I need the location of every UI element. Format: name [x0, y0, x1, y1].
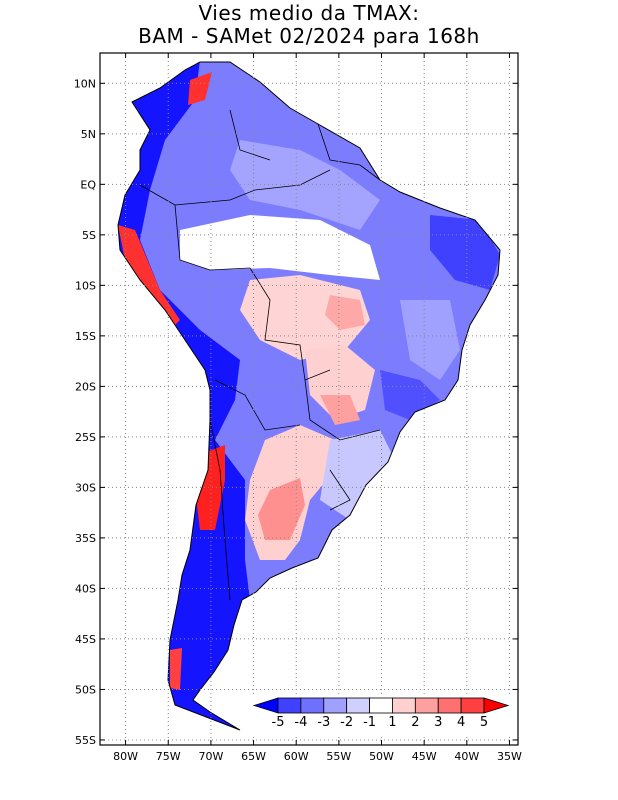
- lat-tick-label: EQ: [80, 178, 96, 191]
- colorbar-label: 3: [434, 715, 442, 730]
- colorbar-bin: [277, 697, 302, 714]
- lat-tick-label: 45S: [75, 633, 96, 646]
- colorbar-label: -1: [363, 715, 376, 730]
- axis-ticks: 10N 5N EQ 5S 10S 15S 20S 25S 30S 35S 40S 45S 50S 55S 8…: [74, 53, 522, 763]
- northeast-cold-zone: [430, 215, 500, 290]
- lon-tick-label: 50W: [369, 750, 394, 763]
- colorbar-bin: [323, 697, 348, 714]
- colorbar-bin: [369, 697, 393, 714]
- colorbar-bin: [460, 697, 485, 714]
- border-chile-argentina-north: [214, 379, 301, 431]
- patagonia-warm-spot: [170, 648, 182, 690]
- lon-tick-label: 80W: [113, 750, 138, 763]
- colorbar-label: -3: [317, 715, 330, 730]
- colorbar-bin: [437, 697, 462, 714]
- paraguay-warm-core: [320, 395, 360, 425]
- lat-tick-label: 35S: [75, 532, 96, 545]
- minas-cold-zone: [400, 300, 460, 380]
- colorbar: -5 -4 -3 -2 -1 1 2 3 4 5: [252, 694, 512, 734]
- border-andes-south: [209, 419, 231, 601]
- lon-tick-label: 35W: [497, 750, 522, 763]
- continent-coastline: [117, 61, 501, 731]
- lat-tick-label: 25S: [75, 431, 96, 444]
- border-uruguay: [329, 469, 351, 511]
- paraguay-warm-zone: [305, 345, 375, 420]
- lat-tick-label: 40S: [75, 582, 96, 595]
- colorbar-label: -2: [340, 715, 353, 730]
- colorbar-bin: [414, 697, 439, 714]
- border-bolivia: [249, 267, 331, 381]
- colorbar-label: 1: [388, 715, 396, 730]
- colorbar-label: -4: [294, 715, 307, 730]
- colorbar-label: 4: [457, 715, 465, 730]
- lat-tick-label: 55S: [75, 734, 96, 747]
- border-paraguay: [304, 379, 381, 441]
- map-title-line-2: BAM - SAMet 02/2024 para 168h: [138, 24, 480, 48]
- lat-tick-label: 5N: [81, 128, 96, 141]
- map-frame: [99, 52, 519, 746]
- colorbar-bin: [346, 697, 370, 714]
- map-title-line-1: Vies medio da TMAX:: [198, 1, 420, 25]
- coordinate-grid: [100, 53, 518, 745]
- lat-tick-label: 20S: [75, 380, 96, 393]
- lon-tick-label: 75W: [156, 750, 181, 763]
- lat-tick-label: 5S: [82, 229, 96, 242]
- lat-tick-label: 30S: [75, 481, 96, 494]
- lon-tick-label: 45W: [412, 750, 437, 763]
- colorbar-bin: [392, 697, 416, 714]
- argentina-warm-core: [258, 478, 305, 540]
- lon-tick-label: 70W: [198, 750, 223, 763]
- colombia-warm-spot: [188, 72, 212, 105]
- lat-tick-label: 10S: [75, 279, 96, 292]
- lon-tick-label: 60W: [284, 750, 309, 763]
- lon-tick-label: 65W: [241, 750, 266, 763]
- lat-tick-label: 15S: [75, 330, 96, 343]
- lon-tick-label: 55W: [326, 750, 351, 763]
- colorbar-label: 5: [480, 715, 488, 730]
- central-warm-core: [325, 295, 365, 330]
- border-guianas: [317, 123, 381, 181]
- border-venezuela: [229, 109, 271, 161]
- colorbar-right-arrow: [483, 697, 510, 714]
- lon-tick-label: 40W: [454, 750, 479, 763]
- colorbar-label: 2: [411, 715, 419, 730]
- border-peru-colombia: [139, 184, 251, 271]
- country-borders: [139, 109, 381, 601]
- colorbar-bin: [300, 697, 325, 714]
- peru-andes-warm-ridge: [118, 225, 180, 330]
- guiana-moderate-zone: [230, 140, 380, 230]
- lat-tick-label: 10N: [74, 77, 96, 90]
- amazon-neutral-zone: [180, 215, 380, 280]
- colorbar-label: -5: [272, 715, 285, 730]
- border-north-amazon: [174, 169, 331, 206]
- lat-tick-label: 50S: [75, 683, 96, 696]
